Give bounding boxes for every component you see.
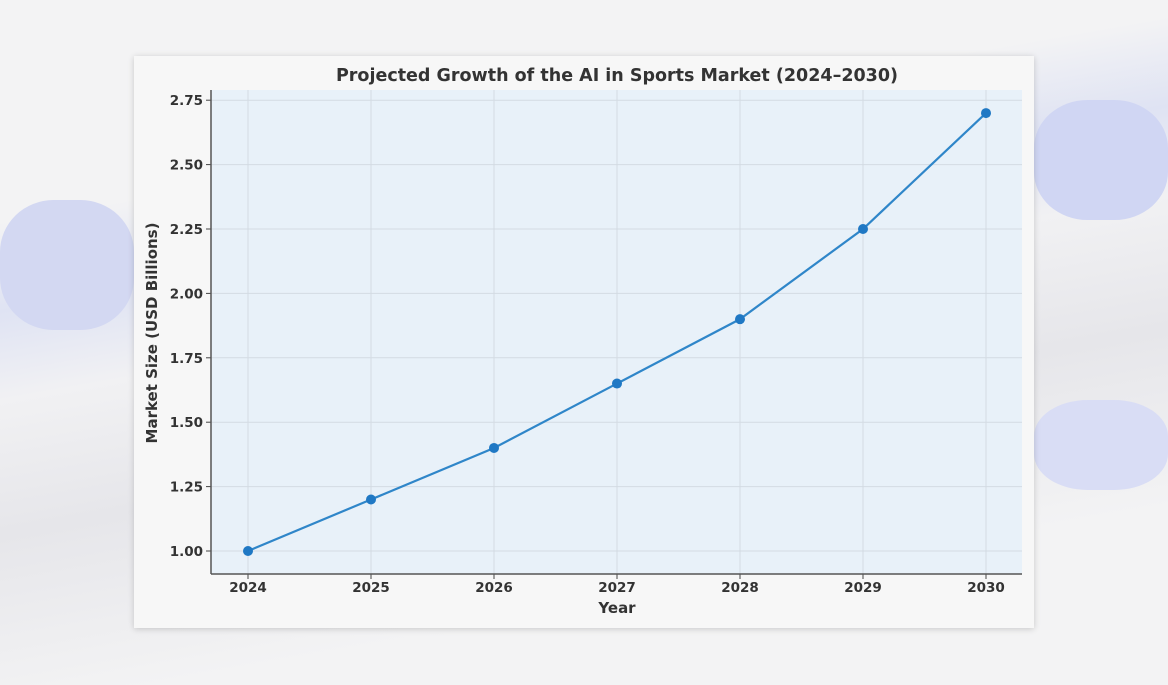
- y-tick-label: 2.75: [170, 93, 203, 109]
- background-swoosh: [1034, 100, 1168, 220]
- data-point-2028: [735, 314, 745, 325]
- x-tick-label: 2025: [352, 580, 390, 596]
- y-axis-label: Market Size (USD Billions): [143, 223, 161, 444]
- y-tick-label: 1.50: [170, 415, 203, 431]
- y-tick-label: 1.75: [170, 351, 203, 367]
- data-point-2030: [981, 108, 991, 119]
- x-tick-label: 2029: [844, 580, 882, 596]
- data-point-2024: [243, 546, 253, 556]
- data-point-2029: [858, 224, 868, 234]
- data-point-2025: [366, 494, 376, 505]
- y-tick-label: 2.25: [170, 222, 203, 238]
- y-tick-label: 1.00: [170, 544, 203, 560]
- x-axis-label: Year: [597, 599, 636, 617]
- chart-title: Projected Growth of the AI in Sports Mar…: [336, 66, 898, 86]
- x-tick-label: 2028: [721, 580, 759, 596]
- x-tick-label: 2024: [229, 580, 267, 596]
- x-tick-label: 2026: [475, 580, 513, 596]
- y-tick-label: 1.25: [170, 480, 203, 496]
- background-swoosh: [1034, 400, 1168, 490]
- y-tick-label: 2.50: [170, 158, 203, 174]
- background-swoosh: [0, 200, 134, 330]
- data-point-2026: [489, 442, 499, 453]
- x-tick-label: 2030: [967, 580, 1005, 596]
- y-tick-label: 2.00: [170, 286, 203, 302]
- x-tick-label: 2027: [598, 580, 636, 596]
- data-point-2027: [612, 378, 622, 389]
